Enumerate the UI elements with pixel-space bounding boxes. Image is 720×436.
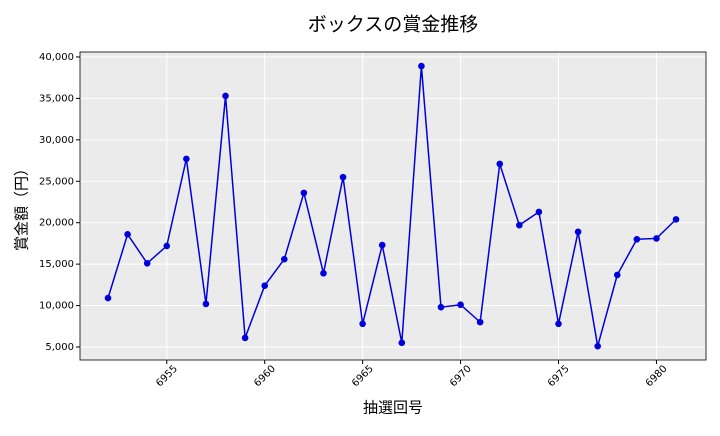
x-tick-label: 6960 — [252, 363, 278, 389]
y-tick-label: 25,000 — [39, 176, 74, 187]
x-tick-label: 6975 — [546, 363, 572, 389]
point — [672, 216, 680, 223]
point — [202, 300, 210, 308]
line — [107, 66, 677, 347]
point — [339, 173, 347, 181]
plot-area — [80, 52, 706, 360]
y-tick-label: 35,000 — [39, 93, 74, 104]
point — [124, 230, 131, 238]
y-tick-label: 15,000 — [39, 259, 74, 270]
y-tick-label: 20,000 — [39, 218, 74, 229]
point — [222, 92, 229, 100]
point — [378, 241, 386, 249]
point — [320, 269, 327, 277]
point — [555, 320, 562, 328]
point — [418, 62, 425, 70]
point — [143, 259, 151, 267]
point — [535, 208, 543, 216]
x-tick-label: 6955 — [154, 363, 180, 389]
point — [300, 189, 308, 197]
point — [476, 318, 484, 326]
point — [241, 334, 249, 342]
point — [437, 303, 445, 311]
point — [516, 221, 523, 229]
point — [613, 271, 621, 279]
point — [633, 235, 641, 243]
x-tick-label: 6965 — [350, 363, 376, 389]
point — [594, 342, 601, 350]
point — [496, 160, 504, 168]
x-axis-label: 抽選回号 — [363, 399, 423, 417]
point — [261, 282, 269, 289]
chart-title: ボックスの賞金推移 — [308, 14, 478, 36]
x-tick-label: 6970 — [448, 363, 474, 389]
point — [359, 320, 366, 328]
plot-frame — [79, 51, 707, 361]
y-tick-label: 5,000 — [45, 342, 74, 353]
x-tick-label: 6980 — [644, 363, 670, 389]
y-tick-label: 10,000 — [39, 301, 74, 312]
point — [398, 339, 406, 347]
y-axis-label: 賞金額（円） — [13, 161, 31, 251]
y-tick-label: 40,000 — [39, 52, 74, 63]
point — [280, 255, 288, 263]
point — [183, 155, 190, 163]
point — [574, 228, 582, 236]
y-tick-label: 30,000 — [39, 135, 74, 146]
point — [653, 235, 660, 242]
point — [457, 301, 464, 309]
point — [163, 242, 171, 250]
point — [104, 294, 112, 302]
